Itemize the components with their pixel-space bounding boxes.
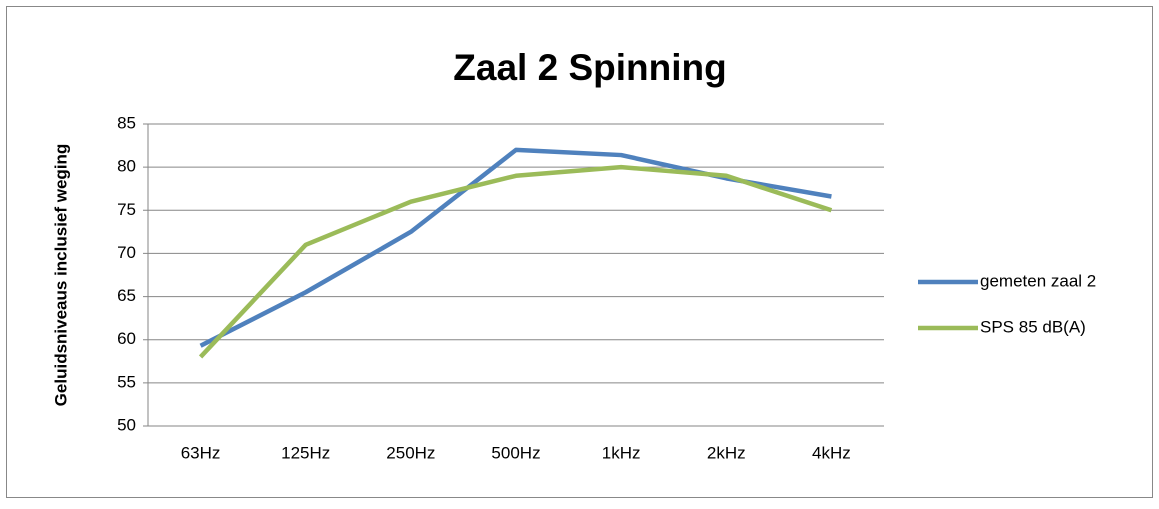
y-tick-label: 65 — [117, 286, 136, 305]
y-tick-label: 70 — [117, 243, 136, 262]
legend-label: gemeten zaal 2 — [980, 271, 1096, 290]
series-line — [199, 147, 832, 348]
x-tick-label: 125Hz — [281, 443, 330, 462]
x-tick-label: 1kHz — [602, 443, 641, 462]
x-tick-label: 250Hz — [386, 443, 435, 462]
legend-label: SPS 85 dB(A) — [980, 317, 1086, 336]
x-tick-label: 2kHz — [707, 443, 746, 462]
series-line — [198, 164, 833, 359]
chart-title: Zaal 2 Spinning — [453, 47, 726, 88]
y-tick-label: 75 — [117, 200, 136, 219]
x-tick-label: 63Hz — [181, 443, 221, 462]
chart-border — [6, 6, 1153, 498]
x-tick-label: 4kHz — [812, 443, 851, 462]
x-tick-label: 500Hz — [491, 443, 540, 462]
y-tick-label: 60 — [117, 329, 136, 348]
y-tick-label: 85 — [117, 113, 136, 132]
y-tick-label: 50 — [117, 415, 136, 434]
y-axis-label: Geluidsniveaus inclusief weging — [51, 144, 70, 407]
y-tick-label: 80 — [117, 157, 136, 176]
y-tick-label: 55 — [117, 372, 136, 391]
